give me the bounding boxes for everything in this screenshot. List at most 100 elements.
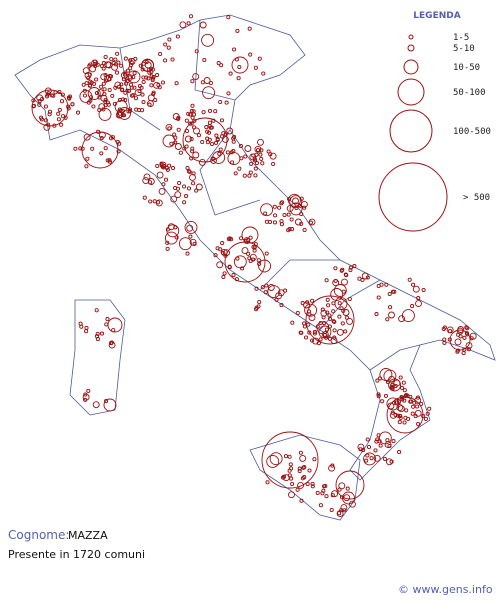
occurrence (210, 156, 217, 164)
occurrence (233, 255, 247, 269)
occurrence (109, 341, 114, 346)
occurrence (86, 100, 91, 105)
occurrence (94, 334, 100, 339)
occurrence (413, 414, 418, 419)
occurrence (337, 314, 342, 319)
occurrence (184, 118, 189, 123)
occurrence (139, 85, 144, 90)
borders (14, 14, 496, 521)
occurrence (402, 388, 407, 393)
occurrence (308, 314, 316, 322)
occurrence (344, 315, 349, 320)
occurrence (163, 42, 168, 47)
occurrence (161, 163, 166, 168)
occurrence (172, 132, 177, 137)
occurrence (156, 171, 164, 179)
occurrence (388, 311, 395, 319)
occurrence (290, 481, 295, 487)
occurrence (331, 319, 336, 324)
occurrence (120, 87, 125, 92)
occurrence (312, 331, 317, 336)
occurrence (81, 82, 86, 87)
occurrence (104, 399, 109, 404)
occurrence (233, 171, 238, 176)
occurrence (385, 317, 390, 322)
occurrence (105, 317, 110, 322)
occurrence (325, 310, 330, 315)
occurrence (302, 227, 307, 233)
occurrence (207, 120, 212, 125)
occurrence (39, 115, 44, 120)
occurrence (365, 437, 370, 442)
occurrence (446, 326, 454, 334)
occurrence (288, 462, 293, 467)
occurrence (300, 200, 308, 208)
occurrence (397, 450, 402, 455)
occurrence (186, 21, 191, 26)
occurrence (332, 279, 340, 287)
occurrence (299, 330, 304, 335)
occurrence (254, 152, 259, 157)
occurrence (165, 167, 170, 172)
mainland (14, 14, 496, 481)
occurrence (263, 211, 268, 216)
occurrence (324, 327, 329, 332)
occurrence (427, 406, 432, 411)
occurrence (164, 231, 178, 245)
occurrence (226, 15, 231, 20)
occurrence (327, 316, 333, 321)
occurrence (298, 450, 303, 455)
occurrence (209, 141, 215, 147)
occurrence (188, 112, 193, 117)
occurrence (254, 161, 259, 166)
occurrence (412, 285, 420, 293)
occurrence (333, 284, 347, 297)
occurrence (199, 21, 207, 29)
occurrence (192, 118, 197, 123)
occurrence (330, 463, 335, 468)
occurrence (125, 88, 130, 93)
occurrence (148, 199, 153, 204)
occurrence (373, 448, 378, 453)
occurrence (397, 413, 402, 418)
occurrence (104, 61, 112, 69)
occurrence (45, 92, 50, 97)
occurrence (113, 57, 118, 62)
occurrence (226, 91, 231, 96)
occurrence (376, 394, 381, 399)
occurrence (286, 212, 291, 217)
occurrence (253, 166, 258, 171)
occurrence (416, 296, 421, 301)
occurrence (243, 154, 248, 159)
occurrence (173, 140, 178, 145)
occurrence (94, 91, 100, 96)
occurrence (332, 328, 337, 333)
occurrence (228, 71, 233, 76)
occurrence (348, 268, 353, 273)
occurrence (361, 272, 369, 280)
occurrence (232, 134, 237, 139)
occurrence (213, 140, 219, 145)
sardinia (69, 299, 126, 416)
occurrence (178, 150, 183, 155)
occurrence (119, 63, 124, 68)
occurrence (158, 187, 166, 195)
occurrence (331, 309, 336, 314)
occurrence (219, 63, 224, 68)
occurrence (260, 203, 274, 217)
occurrence (425, 411, 430, 416)
occurrence (191, 171, 196, 176)
occurrence (249, 161, 254, 166)
occurrence (442, 337, 447, 342)
occurrence (384, 441, 392, 449)
occurrence (246, 238, 251, 243)
occurrence (202, 57, 207, 63)
occurrence (103, 97, 108, 102)
occurrence (102, 87, 107, 92)
occurrence (147, 180, 153, 185)
occurrence (123, 70, 128, 75)
occurrence (331, 490, 339, 498)
occurrence (196, 133, 201, 138)
occurrence (465, 342, 473, 350)
